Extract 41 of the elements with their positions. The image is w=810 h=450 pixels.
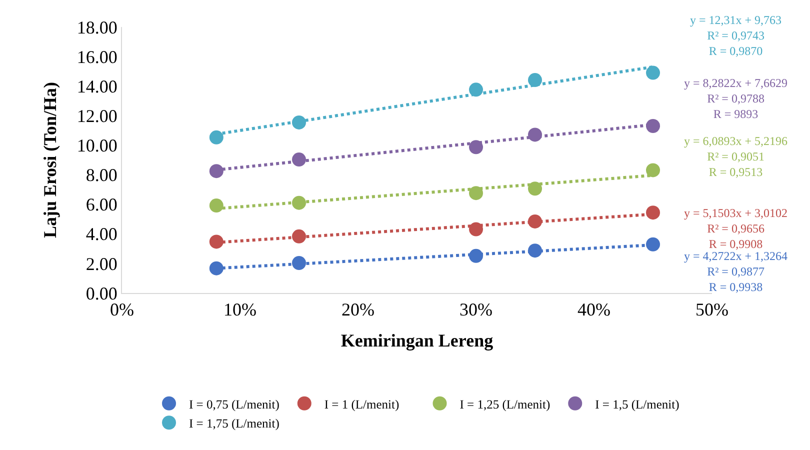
y-tick-label: 2.00	[86, 254, 118, 274]
x-axis-title: Kemiringan Lereng	[340, 330, 494, 351]
legend-label: I = 0,75 (L/menit)	[189, 397, 280, 412]
point	[528, 182, 542, 196]
x-tick-label: 50%	[696, 300, 728, 320]
annotation: y = 5,1503x + 3,0102 R² = 0,9656 R = 0,9908	[684, 206, 788, 252]
legend-label: I = 1,75 (L/menit)	[189, 416, 280, 431]
annotation: y = 8,2822x + 7,6629 R² = 0,9788 R = 9893	[684, 76, 788, 122]
point	[528, 73, 542, 88]
x-tick-label: 40%	[578, 300, 610, 320]
point	[646, 163, 660, 178]
point	[469, 186, 483, 200]
legend-label: I = 1,5 (L/menit)	[595, 397, 680, 412]
point	[209, 261, 224, 276]
point	[209, 130, 224, 144]
legend-label: I = 1 (L/menit)	[324, 397, 400, 412]
x-tick-label: 30%	[460, 300, 492, 320]
x-tick-label: 10%	[224, 300, 256, 320]
y-tick-label: 8.00	[86, 165, 118, 186]
point	[209, 164, 224, 178]
point	[646, 237, 660, 252]
point	[646, 119, 660, 134]
legend-label: I = 1,25 (L/menit)	[460, 397, 550, 412]
annotation: y = 6,0893x + 5,2196 R² = 0,9051 R = 0,9513	[684, 134, 788, 180]
y-tick-label: 4.00	[86, 224, 118, 244]
y-tick-label: 12.00	[76, 106, 118, 126]
point	[646, 66, 660, 80]
y-tick-label: 10.00	[76, 136, 118, 156]
point	[209, 198, 224, 213]
annotation: y = 4,2722x + 1,3264 R² = 0,9877 R = 0,9938	[684, 249, 788, 294]
y-tick-label: 6.00	[86, 194, 118, 215]
point	[469, 82, 483, 97]
y-axis-title: Laju Erosi (Ton/Ha)	[40, 82, 60, 238]
point	[209, 234, 224, 249]
point	[646, 206, 660, 220]
point	[469, 140, 483, 154]
y-tick-label: 18.00	[76, 17, 118, 38]
x-tick-label: 20%	[342, 300, 374, 320]
y-tick-label: 16.00	[76, 46, 118, 67]
annotation: y = 12,31x + 9,763 R² = 0,9743 R = 0,9870	[690, 13, 782, 58]
y-tick-label: 14.00	[76, 76, 118, 96]
